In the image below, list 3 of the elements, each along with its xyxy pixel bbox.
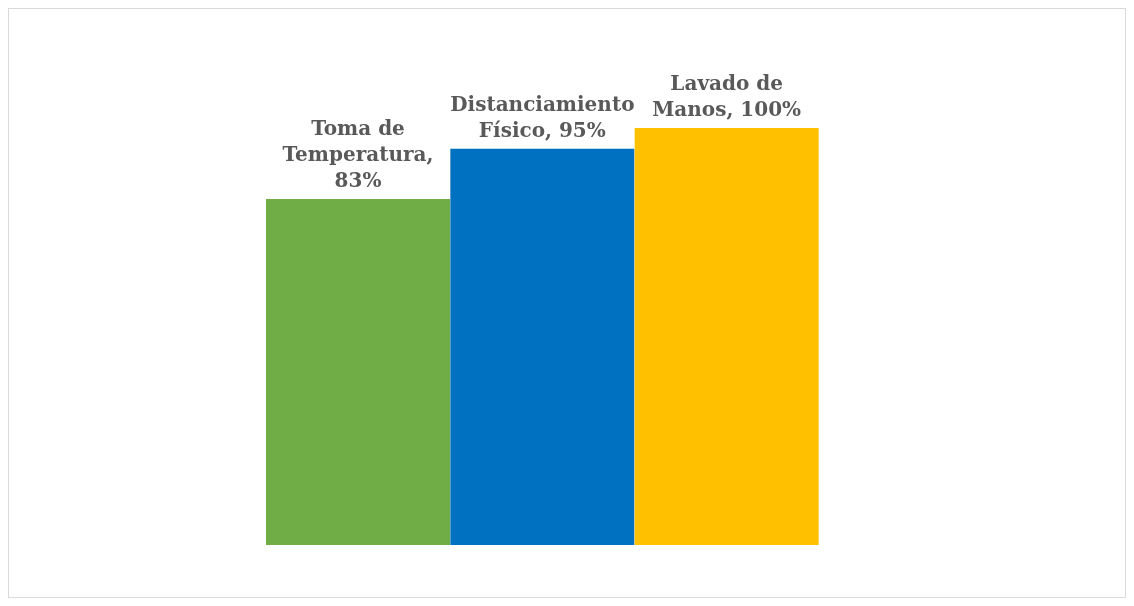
data-label: Lavado de Manos, 100% [652, 71, 802, 121]
data-label: Distanciamiento Físico, 95% [450, 91, 635, 142]
data-label: Toma de Temperatura, 83% [282, 115, 434, 192]
